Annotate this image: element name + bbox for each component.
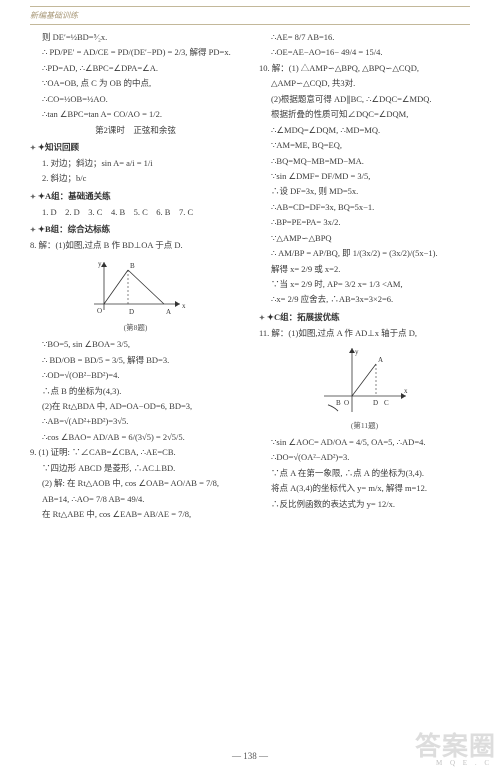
text-line: 解得 x= 2/9 或 x=2. (259, 262, 470, 276)
text-line: (2) 解: 在 Rt△AOB 中, cos ∠OAB= AO/AB = 7/8… (30, 476, 241, 490)
text-line: (2)在 Rt△BDA 中, AD=OA−OD=6, BD=3, (30, 399, 241, 413)
text-line: ✦B组：综合达标练 (30, 222, 241, 237)
text-line: ∵当 x= 2/9 时, AP= 3/2 x= 1/3 <AM, (259, 277, 470, 291)
text-line: ∵点 A 在第一象限, ∴点 A 的坐标为(3,4). (259, 466, 470, 480)
text-line: ∴BP=PE=PA= 3x/2. (259, 215, 470, 229)
text-line: ∴AE= 8/7 AB=16. (259, 30, 470, 44)
text-line: ∴x= 2/9 应舍去, ∴AB=3x=3×2=6. (259, 292, 470, 306)
text-line: ∴点 B 的坐标为(4,3). (30, 384, 241, 398)
text-line: ✦知识回顾 (30, 140, 241, 155)
text-line: 1. 对边；斜边；sin A= a/i = 1/i (30, 156, 241, 170)
text-line: ✦C组：拓展拔优练 (259, 310, 470, 325)
text-line: 9. (1) 证明: ∵∠CAB=∠CBA, ∴AE=CB. (30, 445, 241, 459)
text-line: (2)根据题意可得 AD∥BC, ∴∠DQC=∠MDQ. (259, 92, 470, 106)
text-line: 10. 解：(1) △AMP∽△BPQ, △BPQ∽△CQD, (259, 61, 470, 75)
svg-text:O: O (97, 307, 102, 315)
figure-block: x y O B D A (第8题) (30, 256, 241, 335)
text-line: ∴PD=AD, ∴∠BPC=∠DPA=∠A. (30, 61, 241, 75)
svg-text:C: C (384, 399, 389, 407)
text-line: ✦A组：基础通关练 (30, 189, 241, 204)
text-line: 将点 A(3,4)的坐标代入 y= m/x, 解得 m=12. (259, 481, 470, 495)
svg-text:B: B (130, 262, 135, 270)
text-line: ∴ PD/PE′ = AD/CE = PD/(DE′−PD) = 2/3, 解得… (30, 45, 241, 59)
svg-text:x: x (404, 387, 408, 395)
svg-text:x: x (182, 302, 186, 310)
figure-block: O D C A x y B (第11题) (259, 344, 470, 433)
text-line: ∴cos ∠BAO= AD/AB = 6/(3√5) = 2√5/5. (30, 430, 241, 444)
text-line: ∵sin ∠DMF= DF/MD = 3/5, (259, 169, 470, 183)
text-line: ∴ AM/BP = AP/BQ, 即 1/(3x/2) = (3x/2)/(5x… (259, 246, 470, 260)
text-line: ∴OE=AE−AO=16− 49/4 = 15/4. (259, 45, 470, 59)
text-line: ∵△AMP∽△BPQ (259, 231, 470, 245)
svg-text:y: y (355, 348, 359, 356)
text-line: △AMP∽△CQD, 共3对. (259, 76, 470, 90)
text-line: 则 DE′=½BD=⁵⁄₂x. (30, 30, 241, 44)
text-line: ∴OD=√(OB²−BD²)=4. (30, 368, 241, 382)
text-line: ∴CO=½OB=½AO. (30, 92, 241, 106)
text-line: ∵四边形 ABCD 是菱形, ∴AC⊥BD. (30, 461, 241, 475)
svg-text:O: O (344, 399, 349, 407)
svg-text:D: D (129, 308, 134, 316)
text-line: ∴ BD/OB = BD/5 = 3/5, 解得 BD=3. (30, 353, 241, 367)
text-line: 2. 斜边；b/c (30, 171, 241, 185)
text-line: 在 Rt△ABE 中, cos ∠EAB= AB/AE = 7/8, (30, 507, 241, 521)
text-line: 11. 解：(1)如图,过点 A 作 AD⊥x 轴于点 D, (259, 326, 470, 340)
text-line: ∴tan ∠BPC=tan A= CO/AO = 1/2. (30, 107, 241, 121)
text-line: ∵OA=OB, 点 C 为 OB 的中点, (30, 76, 241, 90)
svg-text:A: A (166, 308, 171, 316)
watermark-url: M Q E . C (436, 758, 492, 770)
header-title: 新编基础训练 (30, 11, 78, 20)
text-line: ∵BO=5, sin ∠BOA= 3/5, (30, 337, 241, 351)
text-line: 第2课时 正弦和余弦 (30, 123, 241, 137)
text-line: ∴DO=√(OA²−AD²)=3. (259, 450, 470, 464)
svg-text:y: y (98, 260, 102, 268)
column-right: ∴AE= 8/7 AB=16.∴OE=AE−AO=16− 49/4 = 15/4… (259, 30, 470, 742)
figure-caption: (第8题) (30, 322, 241, 335)
text-line: ∵sin ∠AOC= AD/OA = 4/5, OA=5, ∴AD=4. (259, 435, 470, 449)
svg-text:B: B (336, 399, 341, 407)
figure-8-svg: x y O B D A (86, 256, 186, 318)
text-line: 根据折叠的性质可知∠DQC=∠DQM, (259, 107, 470, 121)
figure-caption: (第11题) (259, 420, 470, 433)
text-line: ∴AB=CD=DF=3x, BQ=5x−1. (259, 200, 470, 214)
text-line: ∴BQ=MQ−MB=MD−MA. (259, 154, 470, 168)
column-left: 则 DE′=½BD=⁵⁄₂x.∴ PD/PE′ = AD/CE = PD/(DE… (30, 30, 241, 742)
text-line: ∴反比例函数的表达式为 y= 12/x. (259, 497, 470, 511)
page-header: 新编基础训练 (30, 6, 470, 25)
text-line: ∵AM=ME, BQ=EQ, (259, 138, 470, 152)
svg-text:D: D (373, 399, 378, 407)
svg-text:A: A (378, 356, 383, 364)
figure-11-svg: O D C A x y B (320, 344, 410, 416)
text-line: ∴∠MDQ=∠DQM, ∴MD=MQ. (259, 123, 470, 137)
text-line: 8. 解：(1)如图,过点 B 作 BD⊥OA 于点 D. (30, 238, 241, 252)
text-line: 1. D 2. D 3. C 4. B 5. C 6. B 7. C (30, 205, 241, 219)
text-line: ∴设 DF=3x, 则 MD=5x. (259, 184, 470, 198)
content-columns: 则 DE′=½BD=⁵⁄₂x.∴ PD/PE′ = AD/CE = PD/(DE… (30, 30, 470, 742)
text-line: ∴AB=√(AD²+BD²)=3√5. (30, 414, 241, 428)
text-line: AB=14, ∴AO= 7/8 AB= 49/4. (30, 492, 241, 506)
